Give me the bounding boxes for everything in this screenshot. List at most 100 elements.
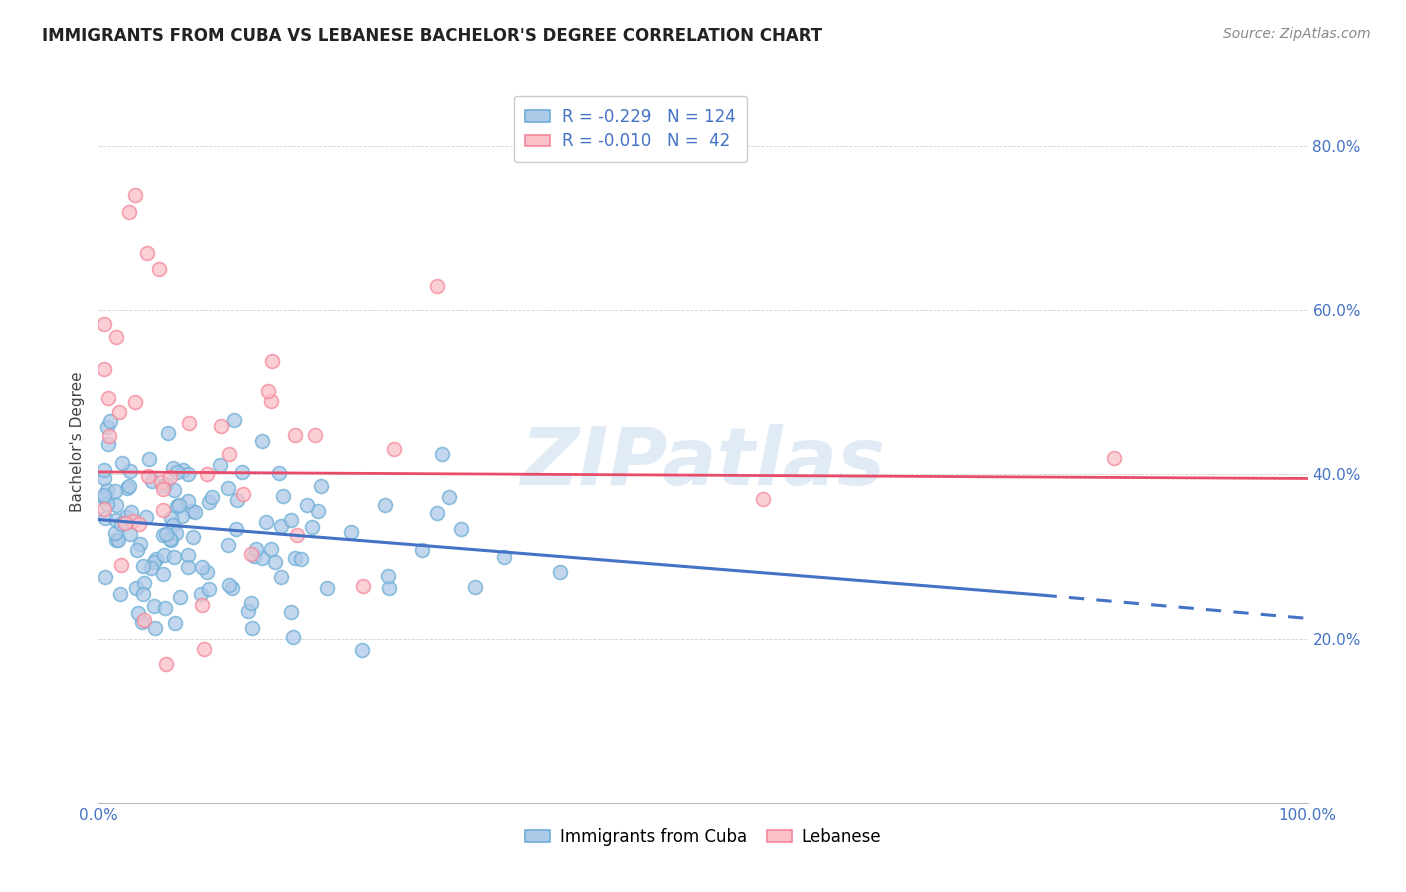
Point [110, 558, 132, 572]
Point [105, 498, 128, 512]
Point [240, 597, 263, 611]
Point [260, 394, 283, 409]
Point [464, 580, 486, 594]
Point [309, 479, 332, 493]
Point [98, 414, 121, 428]
Point [155, 527, 177, 541]
Point [304, 428, 326, 442]
Point [548, 565, 571, 579]
Point [172, 463, 194, 477]
Point [160, 533, 183, 547]
Point [120, 464, 142, 478]
Text: Source: ZipAtlas.com: Source: ZipAtlas.com [1223, 27, 1371, 41]
Point [339, 524, 361, 539]
Point [93, 502, 115, 516]
Point [183, 505, 205, 519]
Point [166, 465, 188, 479]
Point [167, 499, 190, 513]
Point [127, 543, 149, 558]
Point [117, 481, 139, 495]
Point [152, 482, 174, 496]
Point [118, 204, 141, 219]
Point [114, 516, 136, 530]
Point [378, 581, 401, 595]
Point [93, 362, 115, 376]
Point [136, 468, 159, 483]
Point [450, 522, 472, 536]
Point [1102, 450, 1125, 465]
Point [132, 587, 155, 601]
Point [120, 505, 142, 519]
Point [97, 437, 120, 451]
Point [284, 551, 307, 566]
Point [198, 495, 221, 509]
Point [142, 555, 165, 569]
Point [143, 599, 166, 613]
Point [191, 560, 214, 574]
Point [110, 516, 132, 531]
Point [236, 604, 259, 618]
Point [177, 559, 200, 574]
Point [177, 467, 200, 482]
Point [209, 418, 232, 433]
Point [165, 525, 187, 540]
Point [127, 606, 149, 620]
Point [295, 498, 318, 512]
Point [492, 549, 515, 564]
Point [131, 615, 153, 629]
Point [271, 489, 294, 503]
Point [108, 405, 131, 419]
Point [179, 416, 201, 430]
Point [382, 442, 405, 457]
Point [217, 538, 239, 552]
Point [352, 579, 374, 593]
Point [284, 427, 307, 442]
Point [250, 551, 273, 566]
Point [104, 329, 127, 343]
Point [104, 533, 127, 548]
Point [301, 520, 323, 534]
Point [124, 188, 146, 202]
Point [148, 262, 170, 277]
Point [260, 542, 283, 557]
Point [217, 481, 239, 495]
Point [120, 527, 142, 541]
Point [162, 550, 184, 565]
Point [132, 613, 155, 627]
Point [232, 486, 254, 500]
Point [377, 568, 399, 582]
Point [226, 492, 249, 507]
Point [132, 576, 155, 591]
Point [138, 451, 160, 466]
Point [198, 582, 221, 596]
Point [190, 587, 212, 601]
Point [97, 391, 120, 405]
Point [270, 570, 292, 584]
Point [110, 587, 132, 601]
Point [96, 497, 118, 511]
Point [181, 531, 204, 545]
Point [152, 567, 174, 582]
Point [135, 245, 157, 260]
Point [145, 551, 167, 566]
Point [169, 591, 191, 605]
Point [162, 483, 184, 497]
Point [374, 498, 396, 512]
Point [128, 536, 150, 550]
Point [280, 605, 302, 619]
Point [159, 470, 181, 484]
Point [94, 570, 117, 584]
Point [195, 565, 218, 579]
Point [162, 460, 184, 475]
Point [121, 514, 143, 528]
Point [270, 519, 292, 533]
Point [152, 503, 174, 517]
Point [155, 657, 177, 672]
Point [257, 384, 280, 399]
Point [93, 471, 115, 485]
Point [111, 456, 134, 470]
Point [250, 434, 273, 449]
Point [163, 616, 186, 631]
Point [98, 428, 121, 442]
Point [143, 621, 166, 635]
